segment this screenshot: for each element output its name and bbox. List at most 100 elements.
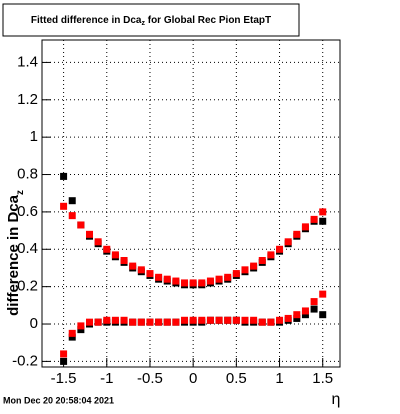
marker — [267, 318, 275, 326]
marker — [232, 316, 240, 324]
x-tick-label: 1 — [275, 370, 283, 387]
marker — [86, 230, 94, 238]
marker — [68, 197, 76, 205]
y-tick-label: 0.8 — [17, 166, 38, 183]
marker — [60, 202, 68, 210]
x-axis-label: η — [332, 391, 341, 408]
marker — [172, 277, 180, 285]
marker — [319, 311, 327, 319]
marker — [68, 333, 76, 341]
marker — [215, 316, 223, 324]
y-tick-label: 0 — [30, 315, 38, 332]
marker — [241, 266, 249, 274]
marker — [250, 316, 258, 324]
marker — [129, 262, 137, 270]
marker — [250, 262, 258, 270]
marker — [301, 223, 309, 231]
y-tick-label: 1 — [30, 128, 38, 145]
marker — [86, 318, 94, 326]
marker — [94, 318, 102, 326]
marker — [319, 208, 327, 216]
marker — [258, 318, 266, 326]
title-box — [2, 3, 300, 37]
marker — [60, 350, 68, 358]
x-tick-label: 0.5 — [226, 370, 247, 387]
x-tick-label: 1.5 — [312, 370, 333, 387]
marker — [319, 217, 327, 225]
x-tick-label: -1 — [100, 370, 113, 387]
marker — [77, 326, 85, 334]
marker — [94, 238, 102, 246]
marker — [198, 279, 206, 287]
marker — [103, 245, 111, 253]
marker — [276, 316, 284, 324]
marker — [232, 270, 240, 278]
marker — [206, 277, 214, 285]
marker — [60, 172, 68, 180]
timestamp: Mon Dec 20 20:58:04 2021 — [3, 395, 114, 405]
marker — [103, 316, 111, 324]
marker — [68, 212, 76, 220]
x-tick-label: -0.5 — [137, 370, 163, 387]
marker — [310, 305, 318, 313]
marker — [241, 316, 249, 324]
marker — [284, 238, 292, 246]
marker — [198, 316, 206, 324]
marker — [284, 314, 292, 322]
y-label-part: difference in Dca — [5, 194, 22, 316]
frame — [41, 39, 341, 368]
marker — [189, 279, 197, 287]
marker — [189, 316, 197, 324]
y-tick-label: 0.2 — [17, 278, 38, 295]
marker — [276, 245, 284, 253]
marker — [293, 311, 301, 319]
marker — [111, 251, 119, 259]
marker — [224, 273, 232, 281]
marker — [172, 318, 180, 326]
marker — [155, 273, 163, 281]
y-tick-label: 0.6 — [17, 203, 38, 220]
marker — [310, 298, 318, 306]
y-tick-label: 1.4 — [17, 53, 38, 70]
marker — [267, 251, 275, 259]
marker — [60, 357, 68, 365]
marker — [319, 290, 327, 298]
marker — [137, 266, 145, 274]
marker — [293, 314, 301, 322]
marker — [129, 318, 137, 326]
title-part: Fitted difference in Dca — [31, 15, 142, 26]
marker — [293, 230, 301, 238]
chart-title: Fitted difference in Dcaz for Global Rec… — [31, 15, 271, 27]
marker — [181, 279, 189, 287]
marker — [224, 316, 232, 324]
marker — [310, 215, 318, 223]
x-tick-label: -1.5 — [51, 370, 77, 387]
title-part: for Global Rec Pion EtapT — [145, 15, 271, 26]
y-tick-label: 0.4 — [17, 240, 38, 257]
x-tick-label: 0 — [189, 370, 197, 387]
marker — [137, 318, 145, 326]
marker — [206, 316, 214, 324]
marker — [258, 256, 266, 264]
marker — [301, 311, 309, 319]
marker — [120, 316, 128, 324]
marker — [146, 318, 154, 326]
marker — [146, 270, 154, 278]
title-sub: z — [141, 20, 145, 27]
marker — [181, 316, 189, 324]
marker — [163, 318, 171, 326]
marker — [155, 318, 163, 326]
marker — [163, 275, 171, 283]
y-tick-label: -0.2 — [12, 352, 38, 369]
marker — [120, 256, 128, 264]
marker — [77, 322, 85, 330]
y-axis-label: difference in Dcaz — [5, 190, 26, 316]
marker — [68, 329, 76, 337]
y-tick-label: 1.2 — [17, 91, 38, 108]
marker — [77, 221, 85, 229]
y-label-sub: z — [15, 190, 26, 195]
marker — [215, 275, 223, 283]
marker — [111, 316, 119, 324]
marker — [301, 307, 309, 315]
